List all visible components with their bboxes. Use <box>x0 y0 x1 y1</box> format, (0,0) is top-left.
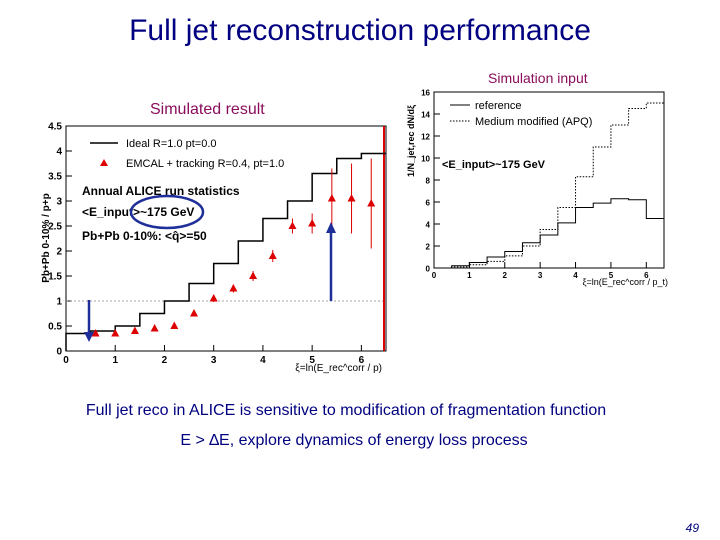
legend-emcal-swatch <box>100 159 108 166</box>
x-tick-label: 6 <box>644 271 649 280</box>
y-tick-label: 12 <box>421 133 430 142</box>
data-point <box>150 324 159 332</box>
y-tick-label: 10 <box>421 155 430 164</box>
page-number: 49 <box>685 521 699 535</box>
x-tick-label: 6 <box>359 355 365 366</box>
y-tick-label: 4 <box>426 221 431 230</box>
x-tick-label: 1 <box>467 271 472 280</box>
legend-modified-label: Medium modified (APQ) <box>475 116 592 128</box>
simulation-input-label: Simulation input <box>488 70 588 86</box>
simulated-result-label: Simulated result <box>150 101 265 118</box>
arrow-high-xi <box>326 222 336 301</box>
x-tick-label: 3 <box>538 271 543 280</box>
y-tick-label: 3 <box>56 197 62 208</box>
y-tick-label: 1.5 <box>48 272 62 283</box>
y-tick-label: 0 <box>56 347 62 358</box>
y-axis-ticks: 0 0.5 1 1.5 2 2.5 3 3.5 4 4.5 <box>48 122 72 358</box>
y-tick-label: 0.5 <box>48 322 62 333</box>
plot-frame <box>65 125 387 352</box>
medium-modified-step-series <box>434 102 664 269</box>
y-tick-label: 16 <box>421 89 430 98</box>
simulated-result-chart: 0 0.5 1 1.5 2 2.5 3 3.5 4 4.5 0 1 2 3 4 5 6 Pb+Pb 0-10%… <box>41 122 387 374</box>
reference-line-y1 <box>66 126 386 351</box>
y-tick-label: 6 <box>426 199 431 208</box>
y-axis-ticks: 0 2 4 6 8 10 12 14 16 <box>421 89 440 274</box>
data-point <box>229 284 238 292</box>
annotation-run-statistics: Annual ALICE run statistics <box>82 184 240 198</box>
x-tick-label: 1 <box>112 355 118 366</box>
y-tick-label: 2 <box>56 247 62 258</box>
y-tick-label: 2 <box>426 243 431 252</box>
data-point <box>327 194 336 202</box>
x-tick-label: 2 <box>162 355 168 366</box>
emcal-points-series <box>91 158 376 337</box>
legend-emcal-label: EMCAL + tracking R=0.4, pt=1.0 <box>126 158 284 170</box>
x-tick-label: 2 <box>503 271 508 280</box>
x-axis-label: ξ=ln(E_rec^corr / p_t) <box>582 277 668 287</box>
x-tick-label: 5 <box>609 271 614 280</box>
statement-sensitivity: Full jet reco in ALICE is sensitive to m… <box>85 402 607 419</box>
highlight-circle <box>129 194 205 230</box>
data-point <box>209 294 218 302</box>
data-point <box>170 321 179 329</box>
data-point <box>111 329 120 337</box>
data-point <box>190 309 198 317</box>
y-tick-label: 4.5 <box>48 122 62 133</box>
data-point <box>249 271 258 279</box>
y-axis-label: 1/N_jet,rec dN/dξ <box>406 105 416 177</box>
x-tick-label: 0 <box>432 271 437 280</box>
data-point <box>91 329 100 337</box>
y-tick-label: 1 <box>56 297 62 308</box>
annotation-e-input: <E_input>~175 GeV <box>82 205 194 219</box>
statement-energy-loss: E > ∆E, explore dynamics of energy loss … <box>180 432 528 449</box>
y-tick-label: 14 <box>421 111 430 120</box>
slide-title: Full jet reconstruction performance <box>129 14 591 47</box>
x-tick-label: 4 <box>260 355 266 366</box>
arrow-low-xi <box>84 300 94 342</box>
annotation-e-input: <E_input>~175 GeV <box>442 159 546 171</box>
data-point <box>288 221 297 229</box>
data-point <box>347 194 356 202</box>
data-point <box>367 199 376 207</box>
y-axis-label: Pb+Pb 0-10% / p+p <box>41 193 52 282</box>
y-tick-label: 2.5 <box>48 222 62 233</box>
annotation-qhat: Pb+Pb 0-10%: <q̂>=50 <box>82 229 207 243</box>
reference-step-line <box>434 198 664 269</box>
y-tick-label: 0 <box>426 265 431 274</box>
y-tick-label: 4 <box>56 147 62 158</box>
legend-reference-label: reference <box>475 100 521 112</box>
x-axis-label: ξ=ln(E_rec^corr / p) <box>295 363 382 374</box>
y-tick-label: 8 <box>426 177 431 186</box>
x-axis-ticks: 0 1 2 3 4 5 6 <box>432 262 649 280</box>
reference-step-series <box>434 198 664 269</box>
x-tick-label: 3 <box>211 355 217 366</box>
medium-modified-step-line <box>434 102 664 269</box>
y-tick-label: 3.5 <box>48 172 62 183</box>
x-tick-label: 5 <box>309 355 315 366</box>
x-axis-ticks: 0 1 2 3 4 5 6 <box>63 345 365 366</box>
data-point <box>130 326 139 334</box>
x-tick-label: 4 <box>573 271 578 280</box>
data-point <box>268 251 277 259</box>
data-point <box>308 219 317 227</box>
legend-ideal-label: Ideal R=1.0 pt=0.0 <box>126 138 217 150</box>
x-tick-label: 0 <box>63 355 69 366</box>
